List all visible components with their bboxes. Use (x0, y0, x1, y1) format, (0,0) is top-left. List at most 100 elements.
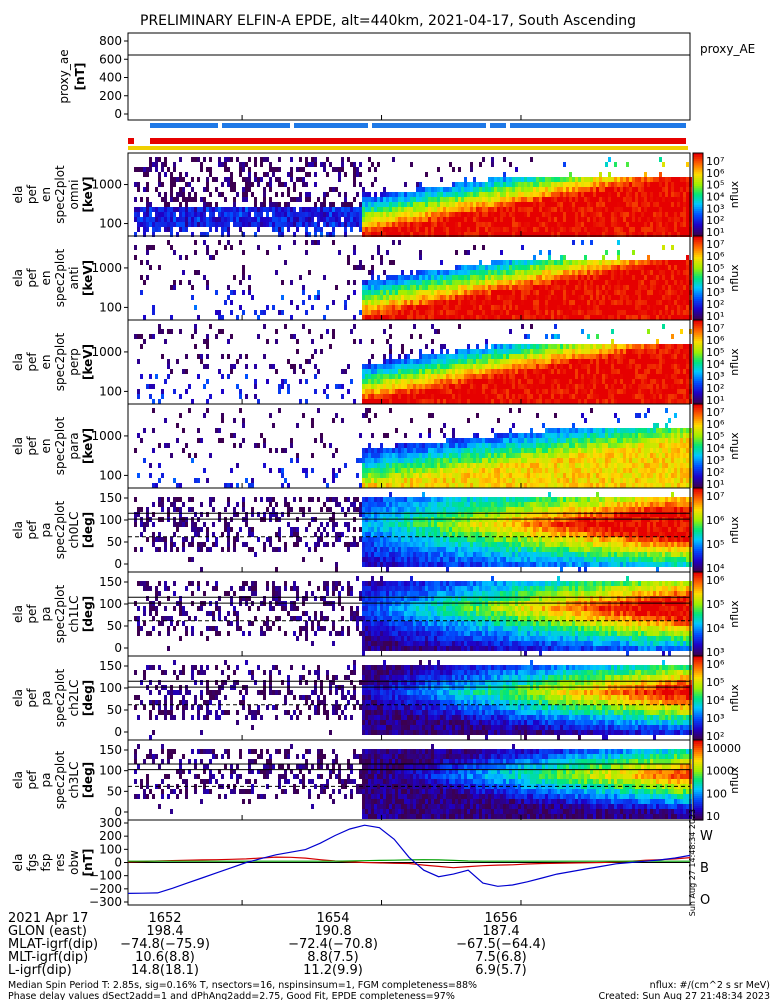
heatmap-cell (365, 232, 368, 237)
heatmap-cell (227, 295, 230, 300)
heatmap-cell (278, 177, 281, 182)
heatmap-cell (308, 217, 311, 222)
heatmap-cell (677, 182, 680, 187)
heatmap-cell (476, 182, 479, 187)
heatmap-cell (617, 265, 620, 270)
heatmap-cell (440, 300, 443, 305)
heatmap-cell (560, 275, 563, 280)
heatmap-cell (206, 167, 209, 172)
heatmap-cell (224, 300, 227, 305)
heatmap-cell (383, 202, 386, 207)
heatmap-cell (539, 290, 542, 295)
heatmap-cell (350, 212, 353, 217)
heatmap-cell (470, 374, 473, 379)
heatmap-cell (230, 212, 233, 217)
heatmap-cell (509, 310, 512, 315)
heatmap-cell (632, 384, 635, 389)
heatmap-cell (446, 187, 449, 192)
heatmap-cell (626, 265, 629, 270)
heatmap-cell (518, 207, 521, 212)
heatmap-cell (476, 295, 479, 300)
heatmap-cell (590, 270, 593, 275)
plot-title: PRELIMINARY ELFIN-A EPDE, alt=440km, 202… (140, 13, 636, 29)
heatmap-cell (566, 285, 569, 290)
heatmap-cell (281, 212, 284, 217)
heatmap-cell (518, 202, 521, 207)
heatmap-cell (617, 349, 620, 354)
heatmap-cell (674, 364, 677, 369)
heatmap-cell (200, 162, 203, 167)
heatmap-cell (407, 354, 410, 359)
heatmap-cell (503, 212, 506, 217)
heatmap-cell (170, 207, 173, 212)
heatmap-cell (518, 212, 521, 217)
heatmap-cell (686, 280, 689, 285)
heatmap-cell (509, 290, 512, 295)
heatmap-cell (548, 255, 551, 260)
y-axis-label-line: en (39, 355, 53, 370)
heatmap-cell (527, 389, 530, 394)
heatmap-cell (560, 265, 563, 270)
heatmap-cell (506, 295, 509, 300)
heatmap-cell (392, 217, 395, 222)
heatmap-cell (422, 364, 425, 369)
heatmap-cell (680, 300, 683, 305)
heatmap-cell (674, 300, 677, 305)
heatmap-cell (656, 197, 659, 202)
heatmap-cell (605, 379, 608, 384)
heatmap-cell (317, 217, 320, 222)
heatmap-cell (398, 369, 401, 374)
heatmap-cell (425, 384, 428, 389)
heatmap-cell (557, 315, 560, 320)
heatmap-cell (491, 197, 494, 202)
heatmap-cell (674, 275, 677, 280)
heatmap-cell (143, 280, 146, 285)
heatmap-cell (158, 227, 161, 232)
heatmap-cell (620, 310, 623, 315)
heatmap-cell (413, 212, 416, 217)
heatmap-cell (389, 232, 392, 237)
heatmap-cell (674, 285, 677, 290)
heatmap-cell (647, 310, 650, 315)
colorbar-tick-label: 10³ (706, 370, 724, 383)
heatmap-cell (554, 315, 557, 320)
heatmap-cell (245, 207, 248, 212)
heatmap-cell (578, 212, 581, 217)
heatmap-cell (308, 172, 311, 177)
heatmap-cell (614, 192, 617, 197)
heatmap-cell (569, 202, 572, 207)
colorbar-tick-label: 10⁴ (706, 358, 725, 371)
heatmap-cell (146, 207, 149, 212)
heatmap-cell (488, 192, 491, 197)
colorbar-segment (693, 391, 703, 395)
heatmap-cell (398, 280, 401, 285)
heatmap-cell (584, 255, 587, 260)
heatmap-cell (545, 374, 548, 379)
colorbar-segment (693, 157, 703, 160)
heatmap-cell (251, 295, 254, 300)
heatmap-cell (659, 232, 662, 237)
heatmap-cell (293, 364, 296, 369)
heatmap-cell (419, 354, 422, 359)
heatmap-cell (272, 364, 275, 369)
heatmap-cell (569, 384, 572, 389)
heatmap-cell (266, 172, 269, 177)
heatmap-cell (596, 379, 599, 384)
heatmap-cell (623, 300, 626, 305)
heatmap-cell (302, 222, 305, 227)
heatmap-cell (581, 177, 584, 182)
heatmap-cell (386, 212, 389, 217)
heatmap-cell (620, 280, 623, 285)
heatmap-cell (569, 354, 572, 359)
y-axis-label-line: anti (67, 267, 81, 290)
heatmap-cell (332, 212, 335, 217)
heatmap-cell (263, 217, 266, 222)
heatmap-cell (503, 260, 506, 265)
heatmap-cell (638, 182, 641, 187)
heatmap-cell (470, 162, 473, 167)
heatmap-cell (539, 384, 542, 389)
heatmap-cell (581, 369, 584, 374)
heatmap-cell (626, 285, 629, 290)
heatmap-cell (668, 280, 671, 285)
heatmap-cell (494, 280, 497, 285)
